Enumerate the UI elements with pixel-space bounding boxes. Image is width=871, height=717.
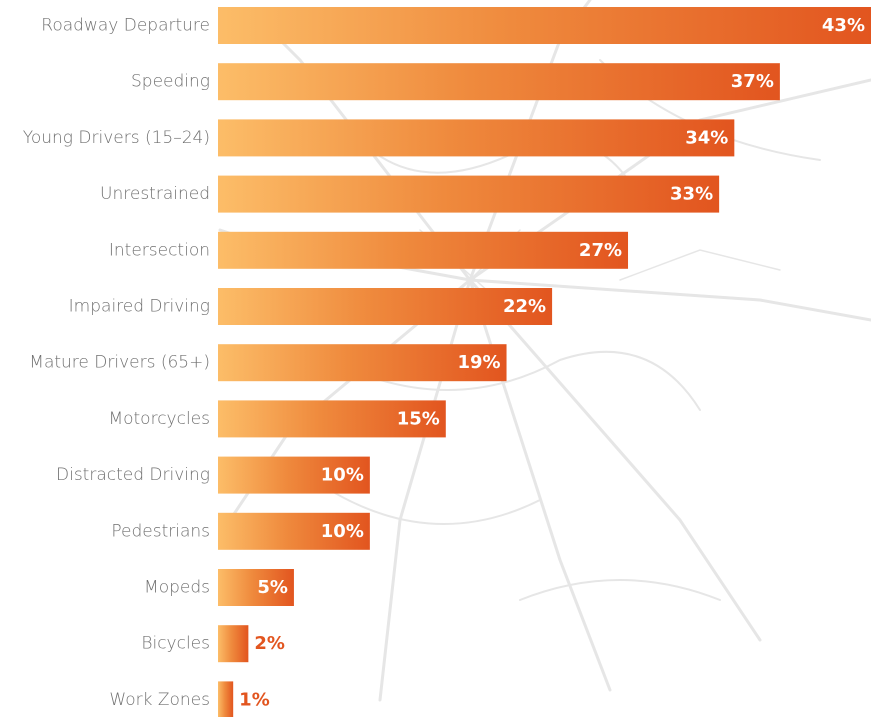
- category-label-mopeds: Mopeds: [144, 578, 210, 598]
- bar-mature-drivers-65: [218, 344, 507, 382]
- bar-mopeds: [218, 569, 294, 606]
- category-label-impaired-driving: Impaired Driving: [69, 297, 210, 317]
- category-labels: Roadway Departure Speeding Young Drivers (…: [23, 16, 210, 710]
- bar-pedestrians: [218, 512, 370, 550]
- category-label-young-drivers-15-24: Young Drivers (15–24): [23, 128, 210, 148]
- value-label-speeding: 37%: [731, 71, 774, 92]
- category-label-roadway-departure: Roadway Departure: [41, 16, 210, 36]
- bar-unrestrained: [218, 175, 720, 213]
- category-label-pedestrians: Pedestrians: [111, 521, 210, 541]
- value-label-young-drivers-15-24: 34%: [685, 127, 728, 148]
- value-label-distracted-driving: 10%: [321, 465, 364, 486]
- bar-work-zones: [218, 681, 234, 717]
- bar-speeding: [218, 63, 780, 101]
- value-label-work-zones: 1%: [239, 689, 270, 710]
- bar-intersection: [218, 231, 629, 269]
- bars: [218, 7, 871, 717]
- category-label-motorcycles: Motorcycles: [108, 409, 210, 429]
- bar-impaired-driving: [218, 288, 553, 325]
- category-label-mature-drivers-65: Mature Drivers (65+): [29, 353, 210, 373]
- bar-young-drivers-15-24: [218, 119, 735, 157]
- category-label-unrestrained: Unrestrained: [100, 184, 210, 204]
- category-label-distracted-driving: Distracted Driving: [56, 465, 210, 485]
- value-label-mature-drivers-65: 19%: [457, 352, 500, 373]
- value-label-roadway-departure: 43%: [822, 15, 865, 36]
- value-label-intersection: 27%: [579, 240, 622, 261]
- category-label-work-zones: Work Zones: [109, 690, 210, 710]
- value-label-motorcycles: 15%: [397, 408, 440, 429]
- category-label-speeding: Speeding: [131, 72, 210, 92]
- value-label-unrestrained: 33%: [670, 184, 713, 205]
- value-label-bicycles: 2%: [254, 633, 285, 654]
- value-labels: 43% 37% 34% 33% 27% 22% 19% 15% 10% 10% 5% 2% 1%: [239, 15, 865, 710]
- bar-roadway-departure: [218, 7, 871, 44]
- value-label-pedestrians: 10%: [321, 521, 364, 542]
- value-label-impaired-driving: 22%: [503, 296, 546, 317]
- bar-motorcycles: [218, 400, 446, 438]
- category-label-intersection: Intersection: [109, 240, 210, 260]
- category-label-bicycles: Bicycles: [141, 634, 210, 654]
- bar-distracted-driving: [218, 456, 370, 494]
- bar-bicycles: [218, 625, 249, 663]
- value-label-mopeds: 5%: [257, 577, 288, 598]
